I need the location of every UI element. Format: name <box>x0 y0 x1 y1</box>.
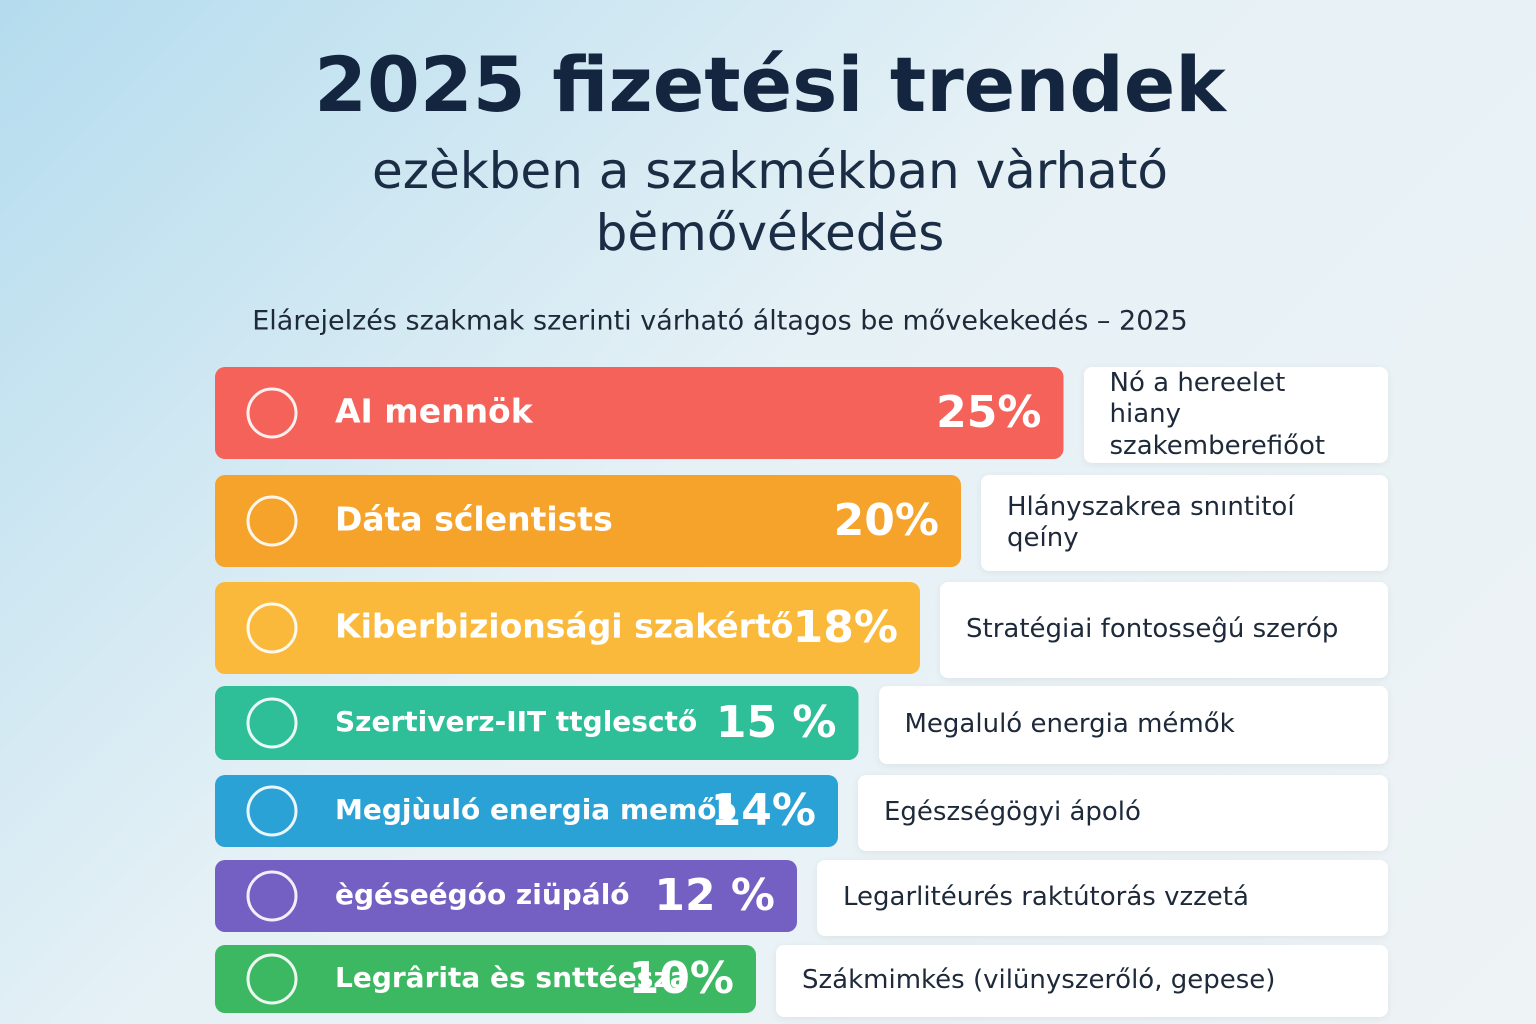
value-label: 20% <box>834 495 939 546</box>
note: Hlányszakrea snıntitoí qeíny <box>981 475 1388 571</box>
note: Egészségögyi ápoló <box>858 775 1388 851</box>
bar <box>215 860 797 932</box>
bar <box>215 582 920 674</box>
bar-label: ègéseégóo ziüpáló <box>335 878 630 911</box>
note: Megaluló energia mémők <box>878 686 1388 764</box>
bar-label: Megjùuló energia memőb <box>335 793 737 826</box>
bar-icon <box>246 870 298 922</box>
bar-label: Dáta sćlentists <box>335 500 613 539</box>
chart-subtitle: ezèkben a szakmékban vàrható bĕmővékedĕs <box>371 142 1169 262</box>
value-label: 18% <box>793 602 898 653</box>
bar-icon <box>246 785 298 837</box>
bar-icon <box>246 387 298 439</box>
bar-label: Legrârita ès snttéesza <box>335 961 689 994</box>
note: Legarlitéurés raktútorás vzzetá <box>817 860 1388 936</box>
value-label: 12 % <box>654 870 775 921</box>
value-label: 14% <box>711 785 816 836</box>
bar <box>215 686 859 760</box>
note: Stratégiai fontosseĝú szeróp <box>940 582 1388 678</box>
value-label: 15 % <box>716 697 837 748</box>
bar-icon <box>246 697 298 749</box>
bar-icon <box>246 953 298 1005</box>
bar <box>215 775 838 847</box>
bar-label: Kiberbizionsági szakértő <box>335 607 793 646</box>
chart-title: 2025 fizetési trendek <box>314 40 1227 129</box>
chart-caption: Elárejelzés szakmak szerinti várható ált… <box>252 306 1187 337</box>
bar <box>215 367 1064 459</box>
note: Nó a hereelet hiany szakemberefiőot <box>1083 367 1388 463</box>
bar-label: Szertiverz-IIT ttglesctő <box>335 705 697 738</box>
bar-icon <box>246 602 298 654</box>
value-label: 10% <box>629 953 734 1004</box>
note: Szákmimkés (vilünyszerőló, gepese) <box>776 945 1388 1017</box>
bar <box>215 945 756 1013</box>
bar <box>215 475 961 567</box>
subtitle-box: ezèkben a szakmékban vàrható bĕmővékedĕs <box>371 142 1169 262</box>
bar-icon <box>246 495 298 547</box>
bar-label: AI mennök <box>335 392 534 431</box>
value-label: 25% <box>936 387 1041 438</box>
